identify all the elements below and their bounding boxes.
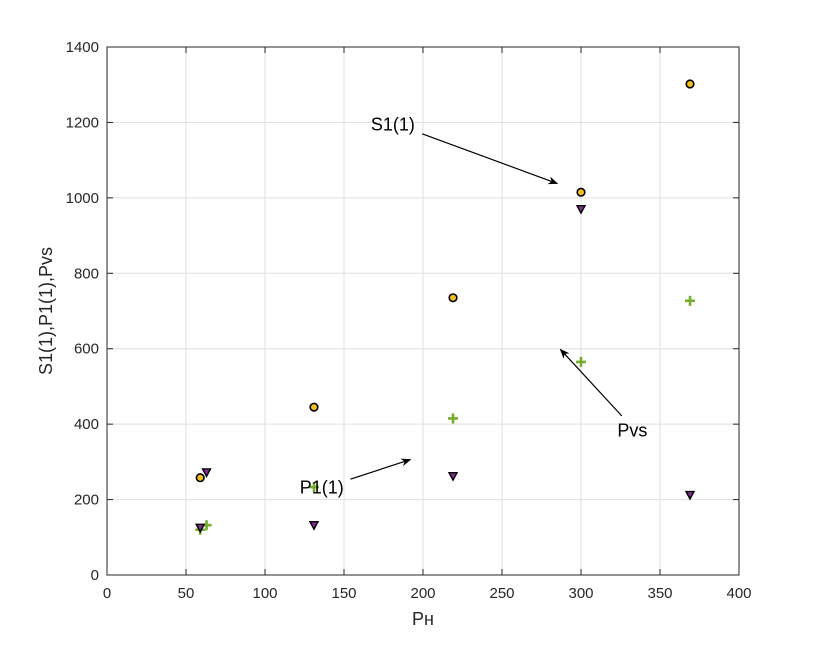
x-tick-label: 150 (331, 585, 356, 602)
x-axis-label: Pн (412, 609, 434, 629)
x-tick-labels: 0 50 100 150 200 250 300 350 400 (103, 585, 752, 602)
data-point-circle (448, 293, 458, 303)
y-tick-label: 200 (74, 492, 99, 509)
data-point-circle (685, 79, 695, 89)
x-tick-label: 300 (568, 585, 593, 602)
y-tick-labels: 0 200 400 600 800 1000 1200 1400 (66, 39, 99, 584)
data-point-triangle (684, 490, 696, 501)
y-tick-label: 1200 (66, 114, 99, 131)
annotation-arrow (421, 133, 559, 185)
data-point-circle (309, 402, 319, 412)
x-tick-label: 0 (103, 585, 111, 602)
annotations-layer: S1(1) P1(1) Pvs (300, 114, 648, 497)
data-point-plus (576, 356, 586, 367)
x-tick-label: 250 (489, 585, 514, 602)
x-tick-label: 400 (726, 585, 751, 602)
y-tick-label: 0 (91, 567, 99, 584)
data-point-circle (195, 473, 205, 483)
data-point-plus (685, 295, 696, 306)
data-point-triangle (575, 204, 587, 215)
y-tick-label: 1000 (66, 190, 99, 207)
annotation-arrow (559, 348, 623, 417)
points-layer (195, 79, 696, 535)
x-tick-label: 50 (178, 585, 195, 602)
y-tick-label: 400 (74, 416, 99, 433)
data-point-triangle (201, 468, 212, 478)
data-point-triangle (447, 471, 459, 482)
annotation-label: Pvs (617, 421, 647, 441)
data-point-plus (448, 413, 459, 424)
annotation-label: S1(1) (371, 114, 415, 134)
data-point-triangle (195, 523, 206, 534)
x-tick-label: 200 (410, 585, 435, 602)
annotation-label: P1(1) (300, 478, 344, 498)
y-tick-label: 1400 (66, 39, 99, 56)
data-point-circle (576, 187, 586, 197)
data-point-plus (308, 482, 319, 493)
x-tick-label: 100 (252, 585, 277, 602)
y-tick-label: 800 (74, 265, 99, 282)
plot-frame (106, 46, 740, 576)
x-tick-label: 350 (647, 585, 672, 602)
y-tick-label: 600 (74, 341, 99, 358)
y-axis-label: S1(1),P1(1),Pvs (36, 247, 56, 375)
data-point-triangle (308, 521, 320, 531)
annotation-arrow (350, 458, 412, 480)
